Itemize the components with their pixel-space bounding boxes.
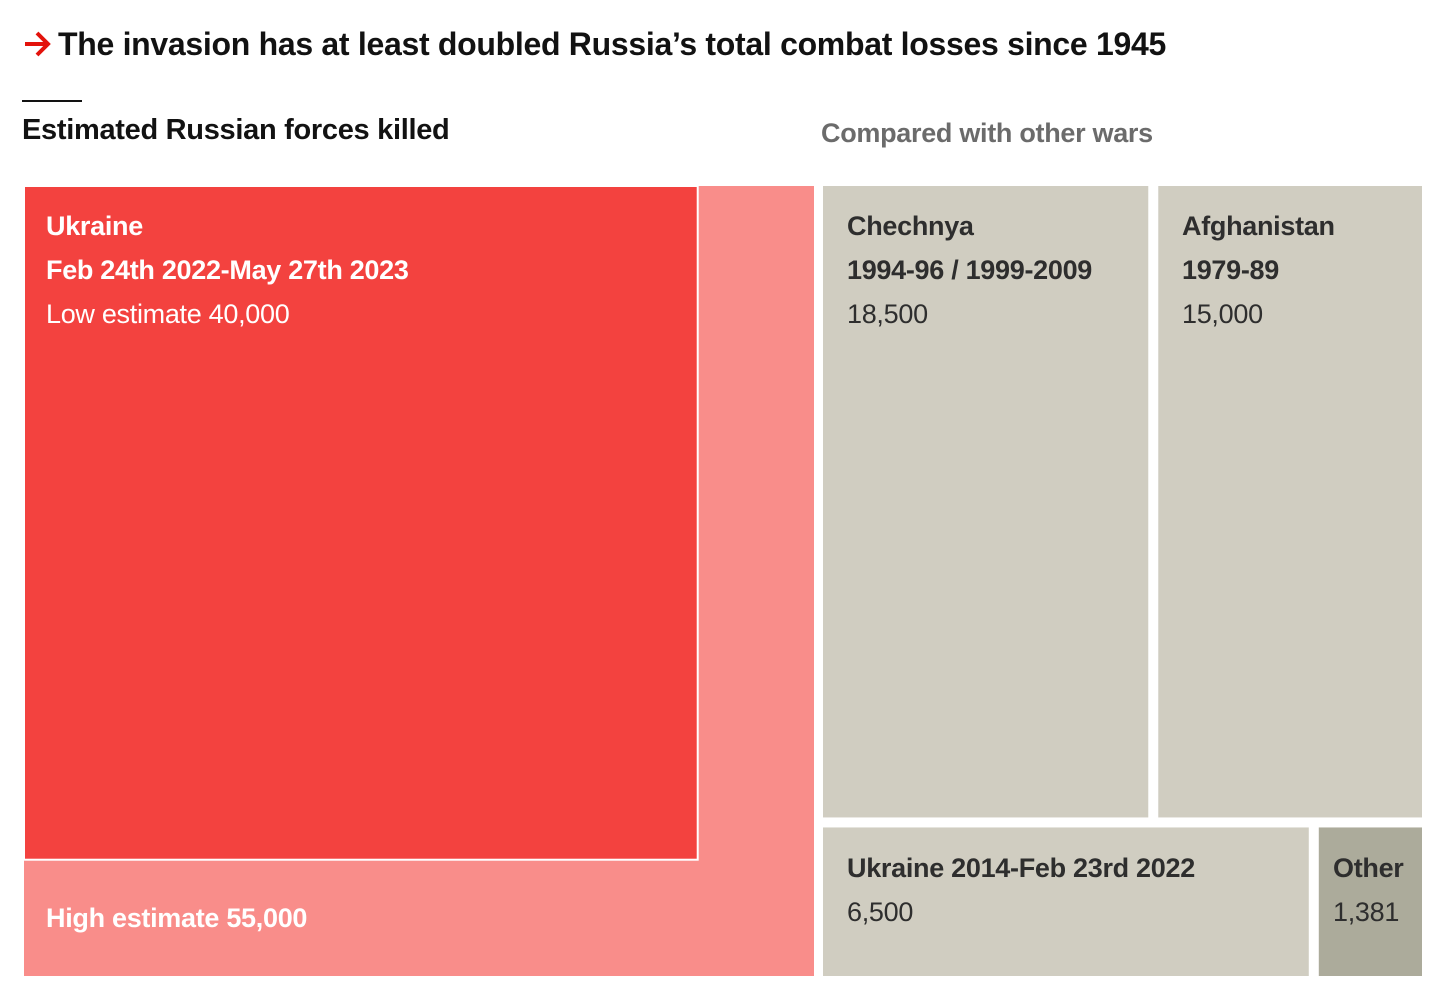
ukraine-low-label: Ukraine Feb 24th 2022-May 27th 2023 Low … bbox=[46, 204, 409, 336]
ukraine-2014-label: Ukraine 2014-Feb 23rd 2022 6,500 bbox=[847, 846, 1195, 934]
other-name: Other bbox=[1333, 853, 1404, 883]
ukraine-2014-name: Ukraine 2014-Feb 23rd 2022 bbox=[847, 853, 1195, 883]
ukraine-low-estimate-cell bbox=[23, 185, 699, 861]
ukraine-2014-value: 6,500 bbox=[847, 897, 914, 927]
other-value: 1,381 bbox=[1333, 897, 1400, 927]
afghanistan-label: Afghanistan 1979-89 15,000 bbox=[1182, 204, 1335, 336]
right-arrow-icon bbox=[25, 31, 51, 57]
chart-title: The invasion has at least doubled Russia… bbox=[58, 25, 1166, 62]
ukraine-low-estimate: Low estimate 40,000 bbox=[46, 299, 290, 329]
chechnya-name: Chechnya bbox=[847, 211, 974, 241]
right-subtitle: Compared with other wars bbox=[821, 118, 1153, 148]
afghanistan-cell bbox=[1158, 186, 1422, 818]
ukraine-high-estimate: High estimate 55,000 bbox=[46, 903, 308, 933]
chechnya-value: 18,500 bbox=[847, 299, 928, 329]
afghanistan-period: 1979-89 bbox=[1182, 255, 1279, 285]
other-label: Other 1,381 bbox=[1333, 846, 1404, 934]
chechnya-cell bbox=[823, 186, 1149, 818]
afghanistan-name: Afghanistan bbox=[1182, 211, 1335, 241]
ukraine-period: Feb 24th 2022-May 27th 2023 bbox=[46, 255, 409, 285]
title-rule bbox=[22, 100, 82, 102]
chechnya-label: Chechnya 1994-96 / 1999-2009 18,500 bbox=[847, 204, 1092, 336]
left-subtitle: Estimated Russian forces killed bbox=[22, 114, 450, 146]
title-row: The invasion has at least doubled Russia… bbox=[22, 22, 1166, 66]
ukraine-high-label: High estimate 55,000 bbox=[46, 896, 307, 940]
chechnya-period: 1994-96 / 1999-2009 bbox=[847, 255, 1093, 285]
ukraine-name: Ukraine bbox=[46, 211, 143, 241]
other-cell bbox=[1318, 827, 1422, 976]
ukraine-2014-cell bbox=[823, 827, 1309, 976]
afghanistan-value: 15,000 bbox=[1182, 299, 1263, 329]
